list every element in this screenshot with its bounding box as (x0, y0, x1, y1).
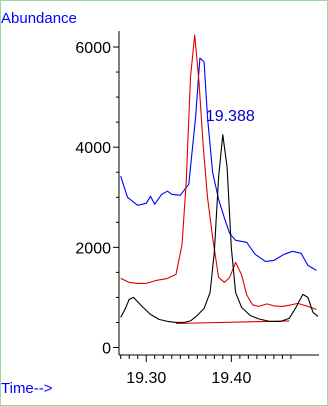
y-tick-label: 4000 (75, 140, 111, 157)
x-tick-label: 19.30 (126, 370, 166, 387)
y-tick-label: 0 (102, 340, 111, 357)
y-tick-label: 6000 (75, 40, 111, 57)
x-axis-label: Time--> (1, 380, 53, 397)
series-layer (120, 34, 319, 325)
annotation-layer: 19.388 (206, 108, 255, 125)
y-tick-label: 2000 (75, 240, 111, 257)
series-line-2 (120, 34, 317, 310)
peak-label: 19.388 (206, 108, 255, 125)
y-axis-label: Abundance (1, 10, 77, 27)
x-tick-label: 19.40 (211, 370, 251, 387)
axes: 0 2000 4000 6000 19.30 19.40 (75, 31, 319, 387)
series-line-4 (120, 134, 319, 323)
series-line-1 (120, 57, 317, 271)
